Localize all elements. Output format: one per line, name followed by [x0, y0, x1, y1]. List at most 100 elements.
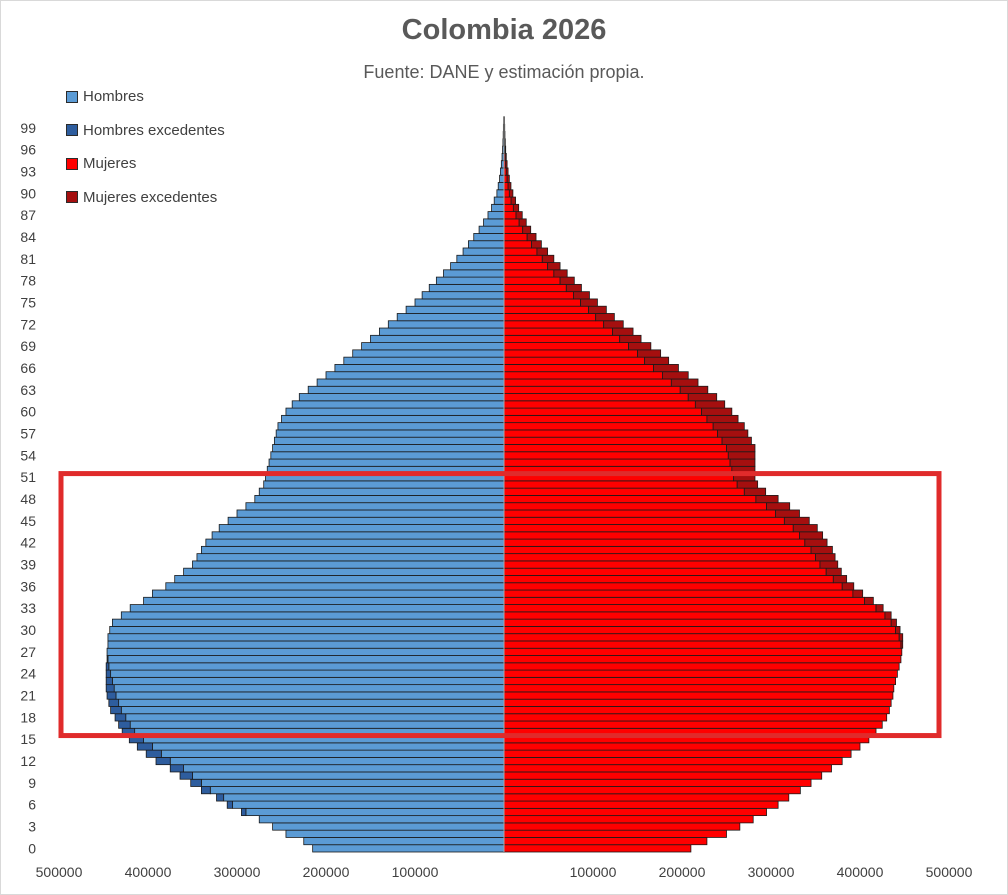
bar-mujeres-excedentes	[819, 560, 839, 569]
bar-hombres	[272, 822, 505, 831]
x-tick-label: 100000	[392, 864, 439, 880]
bar-hombres	[450, 262, 505, 271]
bar-mujeres-excedentes	[628, 342, 652, 351]
bar-mujeres-excedentes	[508, 189, 514, 198]
bar-hombres	[112, 618, 505, 627]
bar-hombres	[499, 174, 505, 183]
bar-hombres	[316, 378, 505, 387]
bar-mujeres-excedentes	[895, 626, 901, 635]
bar-mujeres-excedentes	[890, 618, 897, 627]
bar-mujeres-excedentes	[679, 385, 709, 394]
bar-mujeres	[503, 684, 895, 693]
bar-mujeres-excedentes	[547, 262, 561, 271]
y-tick-label: 6	[28, 797, 36, 813]
bar-hombres	[236, 509, 505, 518]
bar-mujeres-excedentes	[729, 458, 756, 467]
bar-mujeres	[503, 254, 543, 263]
bar-mujeres	[503, 291, 574, 300]
bar-hombres	[120, 611, 505, 620]
bar-mujeres	[503, 233, 528, 242]
bar-mujeres-excedentes	[783, 516, 810, 525]
bar-mujeres	[503, 829, 727, 838]
bar-mujeres-excedentes	[852, 589, 864, 598]
bar-hombres	[487, 211, 505, 220]
bar-hombres	[370, 334, 505, 343]
bar-hombres	[106, 647, 505, 656]
y-tick-label: 63	[20, 382, 36, 398]
bar-mujeres	[503, 298, 581, 307]
bar-mujeres	[503, 189, 510, 198]
bar-mujeres	[503, 393, 689, 402]
bar-hombres	[245, 502, 505, 511]
bar-mujeres	[503, 262, 549, 271]
bar-mujeres	[503, 516, 785, 525]
bar-mujeres	[503, 458, 731, 467]
bar-mujeres	[503, 647, 903, 656]
bar-mujeres-excedentes	[573, 291, 590, 300]
bar-hombres	[200, 778, 505, 787]
bar-hombres	[211, 531, 505, 540]
bar-hombres	[113, 684, 505, 693]
bar-mujeres	[503, 800, 779, 809]
bar-mujeres	[503, 327, 613, 336]
bar-hombres	[268, 458, 505, 467]
bar-mujeres	[503, 567, 827, 576]
bar-mujeres	[503, 451, 729, 460]
bar-mujeres	[503, 662, 900, 671]
bar-mujeres	[503, 422, 714, 431]
bar-mujeres-excedentes	[717, 429, 749, 438]
bar-hombres-excedentes	[136, 742, 153, 751]
bar-hombres	[478, 225, 505, 234]
bar-hombres-excedentes	[200, 786, 211, 795]
bar-mujeres	[503, 400, 696, 409]
bar-hombres	[258, 815, 505, 824]
bar-mujeres	[503, 276, 561, 285]
bar-hombres	[129, 604, 505, 613]
y-tick-label: 66	[20, 360, 36, 376]
bar-mujeres	[503, 531, 800, 540]
bar-hombres	[298, 393, 505, 402]
bar-mujeres-excedentes	[637, 349, 662, 358]
bar-mujeres-excedentes	[694, 400, 726, 409]
bar-mujeres	[503, 742, 861, 751]
bar-mujeres	[503, 596, 865, 605]
bar-mujeres-excedentes	[810, 545, 833, 555]
bar-mujeres	[503, 414, 708, 424]
bar-hombres-excedentes	[105, 684, 115, 693]
bar-hombres	[169, 756, 505, 766]
y-tick-label: 78	[20, 273, 36, 289]
bar-hombres-excedentes	[106, 655, 109, 664]
bar-mujeres-excedentes	[644, 356, 670, 365]
y-tick-label: 30	[20, 622, 36, 638]
bar-mujeres-excedentes	[701, 407, 733, 416]
bar-hombres	[387, 320, 505, 329]
y-tick-label: 45	[20, 513, 36, 529]
bar-hombres	[183, 567, 505, 576]
y-tick-label: 60	[20, 404, 36, 420]
bar-hombres	[223, 793, 505, 802]
y-tick-label: 99	[20, 120, 36, 136]
bar-mujeres-excedentes	[799, 531, 824, 540]
bar-hombres	[183, 764, 505, 773]
legend-swatch-mujeres	[66, 157, 78, 170]
bar-mujeres	[503, 240, 532, 249]
bar-mujeres	[503, 364, 654, 373]
bar-hombres	[275, 429, 505, 438]
bar-hombres	[483, 218, 505, 227]
y-tick-label: 69	[20, 338, 36, 354]
bar-mujeres	[503, 334, 621, 343]
bar-hombres-excedentes	[145, 749, 162, 758]
bar-mujeres-excedentes	[505, 167, 509, 176]
bar-hombres	[143, 596, 505, 605]
bar-mujeres	[503, 495, 757, 504]
bar-mujeres-excedentes	[815, 553, 836, 562]
bar-hombres	[497, 182, 505, 191]
bar-hombres	[456, 254, 505, 263]
bar-mujeres-excedentes	[595, 313, 615, 322]
x-tick-label: 300000	[748, 864, 795, 880]
bar-hombres	[110, 669, 505, 678]
bar-mujeres-excedentes	[875, 604, 884, 613]
legend-item-hombres-excedentes: Hombres excedentes	[66, 114, 225, 148]
bar-hombres	[107, 633, 505, 642]
